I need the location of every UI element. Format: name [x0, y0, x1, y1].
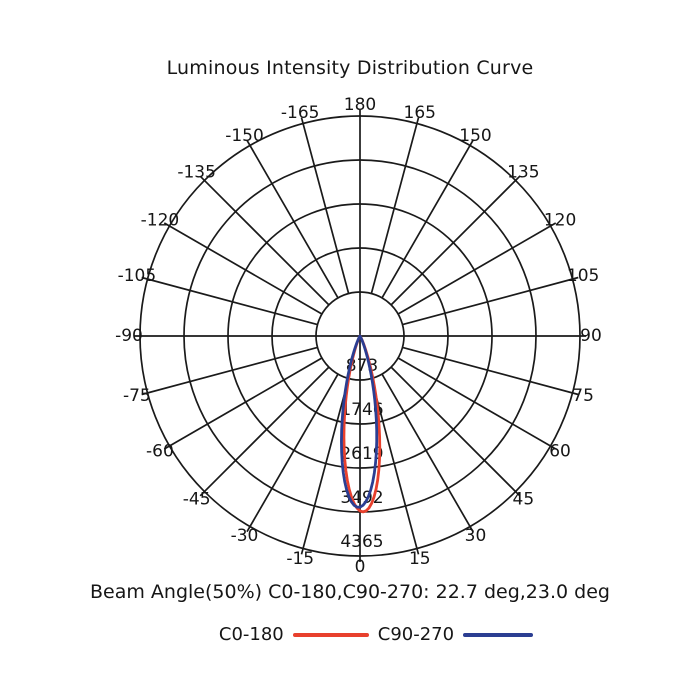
polar-ring	[227, 203, 493, 469]
polar-spoke	[390, 175, 521, 306]
series-curve-c90-270	[340, 334, 379, 509]
angle-tick-label: -150	[225, 126, 264, 146]
angle-tick-label: -75	[123, 386, 151, 406]
polar-spoke	[199, 366, 330, 497]
chart-title: Luminous Intensity Distribution Curve	[166, 57, 534, 79]
angle-tick-label: 120	[544, 211, 576, 231]
legend-label-c90-270: C90-270	[377, 624, 455, 645]
angle-tick-label: 45	[513, 489, 535, 509]
polar-spoke	[246, 139, 339, 299]
polar-spoke	[381, 139, 474, 299]
angle-tick-label: 105	[567, 266, 599, 286]
legend: C0-180 C90-270	[26, 624, 700, 645]
angle-tick-label: 0	[355, 557, 366, 577]
legend-line-c0-180-icon	[292, 632, 369, 637]
polar-spoke	[370, 117, 420, 294]
legend-line-c90-270-icon	[463, 632, 534, 637]
polar-ring	[139, 115, 581, 557]
polar-spoke	[163, 222, 323, 315]
polar-spoke	[141, 346, 318, 396]
polar-spoke	[163, 357, 323, 450]
angle-tick-label: -120	[141, 211, 180, 231]
legend-label-c0-180: C0-180	[218, 624, 284, 645]
polar-spoke	[199, 175, 330, 306]
polar-spoke	[370, 378, 420, 555]
polar-spoke	[300, 378, 350, 555]
angle-tick-label: -135	[177, 163, 216, 183]
angle-tick-label: -165	[281, 103, 320, 123]
angle-tick-label: 30	[465, 526, 487, 546]
polar-spoke	[300, 117, 350, 294]
radial-tick-label: 4365	[340, 532, 383, 552]
radial-tick-label: 1746	[340, 400, 383, 420]
polar-spoke	[141, 276, 318, 326]
polar-spoke	[397, 222, 557, 315]
angle-tick-label: -15	[286, 549, 314, 569]
angle-tick-label: 75	[572, 386, 594, 406]
angle-tick-label: 60	[549, 442, 571, 462]
angle-tick-label: -105	[118, 266, 157, 286]
angle-tick-label: -30	[231, 526, 259, 546]
angle-tick-label: 15	[409, 549, 431, 569]
polar-spoke	[397, 357, 557, 450]
angle-tick-label: -60	[146, 442, 174, 462]
polar-spoke	[381, 373, 474, 533]
beam-angle-text: Beam Angle(50%) C0-180,C90-270: 22.7 deg…	[90, 581, 610, 603]
polar-spoke	[402, 276, 579, 326]
angle-tick-label: 180	[344, 95, 376, 115]
polar-spoke	[390, 366, 521, 497]
angle-tick-label: -90	[115, 326, 143, 346]
polar-spoke	[246, 373, 339, 533]
polar-ring	[271, 247, 449, 425]
angle-tick-label: 90	[580, 326, 602, 346]
angle-tick-label: 165	[404, 103, 436, 123]
polar-ring	[315, 291, 405, 381]
radial-tick-label: 2619	[340, 444, 383, 464]
polar-spoke	[402, 346, 579, 396]
angle-tick-label: 135	[507, 163, 539, 183]
angle-tick-label: -45	[183, 489, 211, 509]
angle-tick-label: 150	[459, 126, 491, 146]
